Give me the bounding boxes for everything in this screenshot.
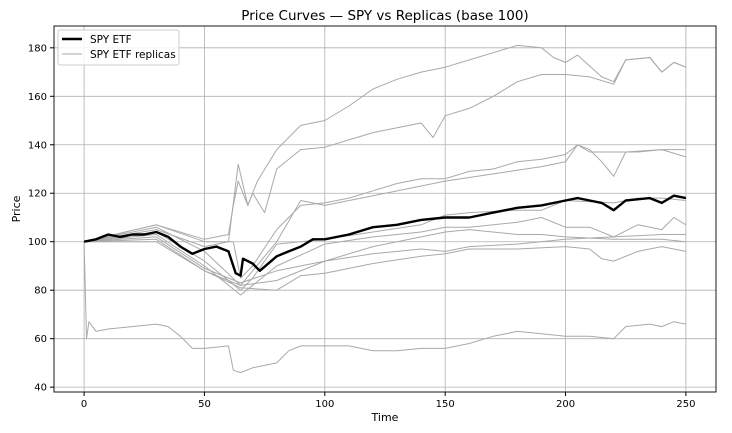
replica-line-4 (84, 144, 687, 286)
replica-line-10 (83, 241, 686, 374)
x-ticks: 0 50 100 150 200 250 (81, 392, 695, 410)
legend-label-replicas: SPY ETF replicas (90, 49, 176, 61)
legend-label-spy: SPY ETF (90, 34, 132, 46)
legend: SPY ETF SPY ETF replicas (57, 29, 180, 66)
grid (54, 26, 716, 392)
y-tick-label: 160 (28, 92, 47, 103)
y-tick-label: 120 (28, 189, 47, 200)
legend-box (57, 29, 180, 66)
x-tick-label: 250 (676, 399, 695, 410)
replica-line-6 (84, 217, 687, 296)
replica-lines (83, 44, 687, 374)
y-tick-label: 180 (28, 43, 47, 54)
x-tick-label: 100 (315, 399, 334, 410)
replica-line-3 (83, 144, 686, 279)
y-tick-label: 100 (28, 237, 47, 248)
replica-line-1 (83, 44, 687, 243)
x-axis-label: Time (371, 411, 399, 424)
y-axis-label: Price (10, 195, 23, 222)
x-tick-label: 50 (198, 399, 211, 410)
x-tick-label: 0 (81, 399, 87, 410)
y-tick-label: 40 (34, 383, 47, 394)
replica-line-8 (84, 234, 686, 286)
replica-line-2 (84, 57, 687, 248)
y-tick-label: 80 (34, 286, 47, 297)
plot-frame (53, 25, 717, 393)
y-tick-label: 140 (28, 140, 47, 151)
x-tick-label: 150 (436, 399, 455, 410)
spy-etf-line (83, 194, 687, 277)
replica-line-9 (84, 241, 686, 291)
spy-etf-line-group (83, 194, 687, 277)
y-ticks: 40 60 80 100 120 140 160 180 (28, 43, 54, 394)
y-tick-label: 60 (34, 334, 47, 345)
x-tick-label: 200 (556, 399, 575, 410)
chart-title: Price Curves — SPY vs Replicas (base 100… (241, 8, 528, 24)
